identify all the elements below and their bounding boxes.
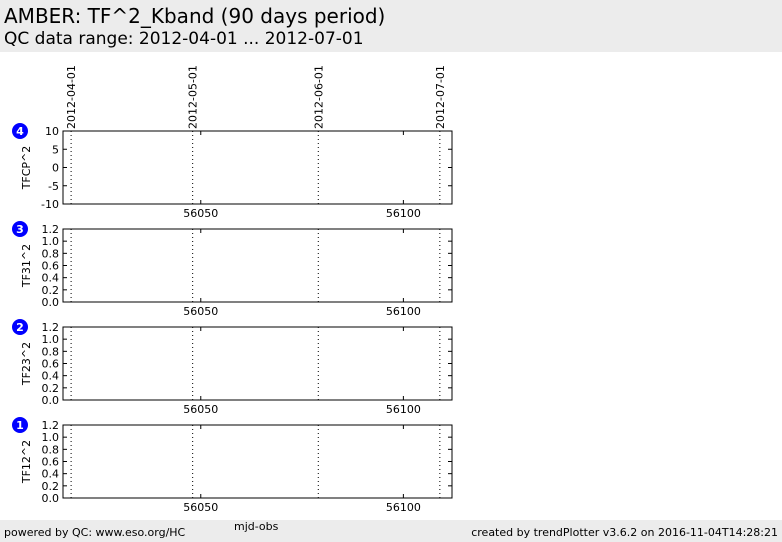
ytick-label-2-4: 0.8 [42, 345, 60, 358]
ytick-label-3-6: 1.2 [42, 223, 60, 236]
panel-badge-label-1: 1 [16, 419, 24, 432]
date-label-2: 2012-06-01 [312, 65, 325, 129]
ytick-label-3-5: 1.0 [42, 235, 60, 248]
ytick-label-1-1: 0.2 [42, 480, 60, 493]
panel-badge-4 [12, 123, 28, 139]
xtick-label-2-1: 56100 [386, 403, 421, 416]
ytick-label-1-5: 1.0 [42, 431, 60, 444]
ytick-label-2-5: 1.0 [42, 333, 60, 346]
footer-created: created by trendPlotter v3.6.2 on 2016-1… [471, 526, 778, 539]
panel-frame-2 [62, 326, 453, 401]
ytick-label-1-2: 0.4 [42, 468, 60, 481]
footer-credit: powered by QC: www.eso.org/HC [4, 526, 186, 539]
ytick-label-3-1: 0.2 [42, 284, 60, 297]
panel-badge-label-2: 2 [16, 321, 24, 334]
panel-frame-4 [62, 130, 453, 205]
x-axis-label: mjd-obs [234, 520, 279, 533]
ytick-label-4-4: 10 [45, 125, 59, 138]
ytick-label-3-2: 0.4 [42, 272, 60, 285]
xtick-label-1-1: 56100 [386, 501, 421, 514]
xtick-label-3-1: 56100 [386, 305, 421, 318]
ylabel-1: TF12^2 [20, 440, 33, 484]
trend-plot: 2012-04-01 2012-05-01 2012-06-01 2012-07-01… [12, 65, 453, 514]
panel-badge-1 [12, 417, 28, 433]
ytick-label-1-3: 0.6 [42, 456, 60, 469]
ytick-label-1-6: 1.2 [42, 419, 60, 432]
ytick-label-2-6: 1.2 [42, 321, 60, 334]
date-label-0: 2012-04-01 [65, 65, 78, 129]
ytick-label-2-3: 0.6 [42, 358, 60, 371]
xtick-label-4-1: 56100 [386, 207, 421, 220]
ylabel-4: TFCP^2 [20, 146, 33, 191]
xtick-label-2-0: 56050 [183, 403, 218, 416]
panel-badge-3 [12, 221, 28, 237]
ytick-label-4-0: -10 [41, 198, 59, 211]
ytick-label-4-3: 5 [52, 143, 59, 156]
ytick-label-3-0: 0.0 [42, 296, 60, 309]
xtick-label-3-0: 56050 [183, 305, 218, 318]
panel-badge-2 [12, 319, 28, 335]
ytick-label-1-4: 0.8 [42, 443, 60, 456]
date-label-3: 2012-07-01 [434, 65, 447, 129]
page-title: AMBER: TF^2_Kband (90 days period) [4, 4, 386, 28]
panel-frame-3 [62, 228, 453, 303]
ytick-label-3-3: 0.6 [42, 260, 60, 273]
header-bar [0, 0, 782, 52]
date-label-1: 2012-05-01 [187, 65, 200, 129]
ylabel-3: TF31^2 [20, 244, 33, 288]
ytick-label-3-4: 0.8 [42, 247, 60, 260]
ylabel-2: TF23^2 [20, 342, 33, 386]
panel-frame-1 [62, 424, 453, 499]
ytick-label-2-1: 0.2 [42, 382, 60, 395]
xtick-label-4-0: 56050 [183, 207, 218, 220]
xtick-label-1-0: 56050 [183, 501, 218, 514]
ytick-label-1-0: 0.0 [42, 492, 60, 505]
panel-badge-label-4: 4 [16, 125, 24, 138]
page-subtitle: QC data range: 2012-04-01 ... 2012-07-01 [4, 29, 364, 49]
ytick-label-4-1: -5 [48, 180, 59, 193]
footer-bar [0, 520, 782, 542]
panel-badge-label-3: 3 [16, 223, 24, 236]
ytick-label-2-2: 0.4 [42, 370, 60, 383]
ytick-label-4-2: 0 [52, 162, 59, 175]
ytick-label-2-0: 0.0 [42, 394, 60, 407]
